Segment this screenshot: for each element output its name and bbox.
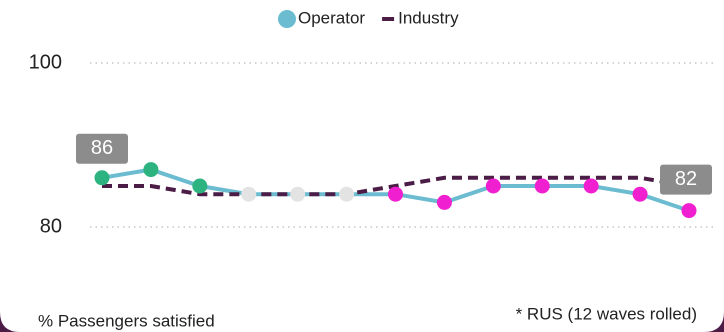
y-tick-label: 100 (29, 51, 62, 73)
series-line (102, 175, 690, 197)
data-point (583, 178, 599, 194)
data-point (143, 162, 159, 178)
legend-label: Industry (398, 8, 459, 27)
value-label: 86 (91, 137, 113, 159)
data-point (290, 186, 306, 202)
legend-label: Operator (298, 8, 365, 27)
axis-label: % Passengers satisfied (38, 311, 215, 330)
data-point (632, 186, 648, 202)
data-point (485, 178, 501, 194)
data-point (192, 178, 208, 194)
data-point (681, 203, 697, 219)
note: * RUS (12 waves rolled) (516, 304, 697, 323)
value-label-box (76, 133, 128, 164)
legend-swatch (278, 10, 296, 28)
data-point (241, 186, 257, 202)
data-point (534, 178, 550, 194)
data-point (436, 194, 452, 210)
value-label-box (660, 164, 712, 195)
y-tick-label: 80 (40, 215, 62, 237)
corner (0, 312, 20, 332)
corner (704, 312, 724, 332)
data-point (388, 186, 403, 202)
data-point (94, 170, 110, 186)
data-point (339, 186, 355, 202)
value-label: 82 (675, 168, 697, 190)
